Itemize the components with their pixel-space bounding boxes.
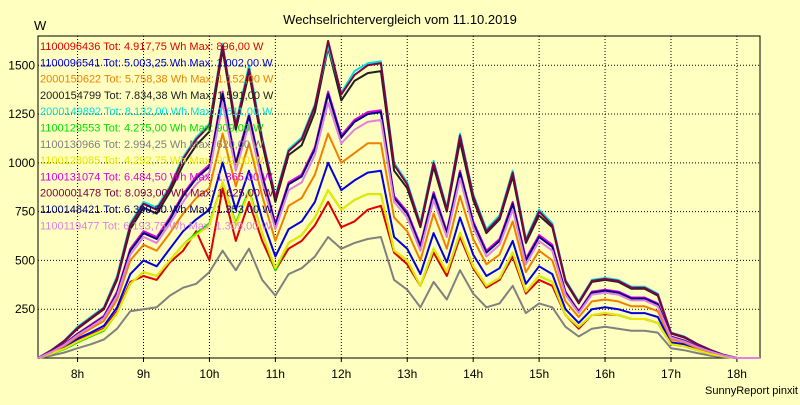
y-tick-label: 250 <box>15 302 35 316</box>
series-lines <box>37 39 760 359</box>
series-line-10 <box>37 39 760 359</box>
y-axis-unit-label: W <box>34 18 47 33</box>
x-tick-label: 16h <box>595 367 615 381</box>
legend-entry-12: 1100119477 Tot: 6.193,75 Wh Max: 1.309,0… <box>40 220 272 232</box>
x-tick-label: 12h <box>331 367 351 381</box>
x-tick-label: 18h <box>727 367 747 381</box>
series-line-12 <box>37 101 760 359</box>
y-tick-label: 1000 <box>8 156 35 170</box>
x-tick-label: 11h <box>266 367 285 381</box>
series-line-8 <box>37 181 760 359</box>
x-tick-label: 8h <box>71 367 84 381</box>
legend-entry-1: 1100096436 Tot: 4.917,75 Wh Max: 896,00 … <box>40 41 264 53</box>
footer-credit: SunnyReport pinxit <box>705 385 798 397</box>
legend-entry-5: 2000149892 Tot: 8.132,00 Wh Max: 1.611,0… <box>40 106 273 118</box>
x-tick-label: 10h <box>199 367 219 381</box>
series-line-3 <box>37 132 760 359</box>
x-tick-label: 14h <box>463 367 483 381</box>
y-axis-ticks: 250 500 750 1000 1250 1500 <box>8 58 35 316</box>
chart-title: Wechselrichtervergleich vom 11.10.2019 <box>283 12 517 27</box>
legend-entry-2: 1100096541 Tot: 5.003,25 Wh Max: 1.002,0… <box>40 57 273 69</box>
legend: 1100096436 Tot: 4.917,75 Wh Max: 896,00 … <box>40 41 274 232</box>
y-tick-label: 1500 <box>8 58 35 72</box>
legend-entry-3: 2000150622 Tot: 5.758,38 Wh Max: 1.152,0… <box>40 74 274 86</box>
x-tick-label: 13h <box>397 367 417 381</box>
x-tick-label: 9h <box>137 367 150 381</box>
y-tick-label: 750 <box>15 205 35 219</box>
legend-entry-6: 1100129553 Tot: 4.275,00 Wh Max: 909,00 … <box>40 123 264 135</box>
x-tick-label: 17h <box>661 367 681 381</box>
series-line-11 <box>37 93 760 359</box>
grid <box>38 36 760 358</box>
y-tick-label: 500 <box>15 253 35 267</box>
series-line-2 <box>37 161 760 359</box>
y-tick-label: 1250 <box>8 107 35 121</box>
legend-entry-9: 1100131074 Tot: 6.484,50 Wh Max: 1.365,0… <box>40 171 273 183</box>
legend-entry-10: 2000001478 Tot: 8.093,00 Wh Max: 1.625,0… <box>40 188 274 200</box>
series-line-7 <box>37 236 760 359</box>
legend-entry-8: 1100128085 Tot: 4.292,75 Wh Max: 902,00 … <box>40 155 264 167</box>
legend-entry-11: 1100148421 Tot: 6.390,50 Wh Max: 1.353,0… <box>40 204 273 216</box>
legend-entry-7: 1100130966 Tot: 2.994,25 Wh Max: 620,00 … <box>40 139 264 151</box>
legend-entry-4: 2000154799 Tot: 7.834,38 Wh Max: 1.591,0… <box>40 90 274 102</box>
x-tick-label: 15h <box>529 367 549 381</box>
x-axis-ticks: 8h 9h 10h 11h 12h 13h 14h 15h 16h 17h 18h <box>71 358 747 381</box>
plot-area-border <box>37 35 761 359</box>
